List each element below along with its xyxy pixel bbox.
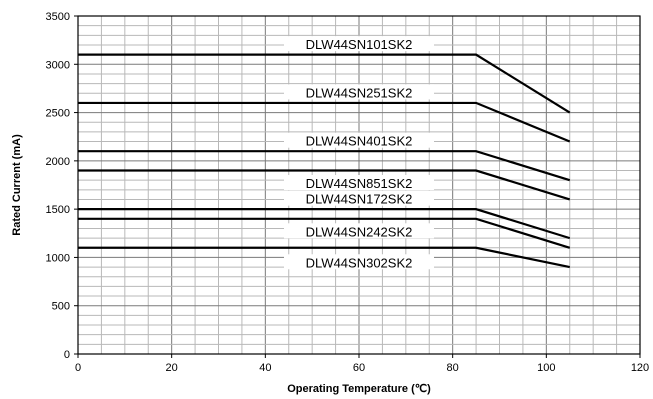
series-label-group: DLW44SN401SK2 xyxy=(284,132,434,149)
x-tick-label: 120 xyxy=(631,362,649,374)
y-tick-label: 2500 xyxy=(46,108,70,120)
series-label-group: DLW44SN851SK2 xyxy=(284,175,434,191)
x-tick-label: 0 xyxy=(75,362,81,374)
series-labels: DLW44SN101SK2 DLW44SN251SK2 DLW44SN401SK2 D… xyxy=(284,36,434,270)
x-tick-label: 60 xyxy=(353,362,365,374)
y-tick-label: 3500 xyxy=(46,11,70,23)
series-line xyxy=(78,101,571,143)
series-line xyxy=(78,169,571,201)
series-label-group: DLW44SN302SK2 xyxy=(284,254,434,270)
series-line xyxy=(78,150,571,182)
series-label: DLW44SN172SK2 xyxy=(306,192,413,207)
x-tick-label: 80 xyxy=(447,362,459,374)
series-label-background xyxy=(284,132,434,148)
x-tick-label: 40 xyxy=(259,362,271,374)
x-tick-label: 20 xyxy=(166,362,178,374)
series-line xyxy=(78,246,570,269)
y-axis-title: Rated Current (mA) xyxy=(11,134,23,236)
series-label-group: DLW44SN251SK2 xyxy=(284,84,434,100)
x-axis-title: Operating Temperature (℃) xyxy=(287,383,431,395)
series-label-group: DLW44SN101SK2 xyxy=(284,36,434,52)
y-tick-label: 2000 xyxy=(46,156,70,168)
series-label-background xyxy=(284,254,434,270)
x-axis-ticks: 0 20 40 60 80 100 120 xyxy=(75,354,649,374)
y-axis-ticks: 0 500 1000 1500 2000 2500 3000 3500 xyxy=(46,11,78,361)
series-lines xyxy=(78,53,571,269)
y-tick-label: 1500 xyxy=(46,204,70,216)
series-line xyxy=(78,208,571,240)
series-label-background xyxy=(284,190,434,206)
series-label-group: DLW44SN172SK2 xyxy=(284,190,434,207)
series-line xyxy=(78,53,571,114)
series-label-background xyxy=(284,36,434,52)
series-line xyxy=(78,217,571,249)
series-label: DLW44SN251SK2 xyxy=(306,85,413,100)
y-tick-label: 3000 xyxy=(46,59,70,71)
series-label: DLW44SN851SK2 xyxy=(306,176,413,191)
y-tick-label: 0 xyxy=(64,349,70,361)
series-label: DLW44SN302SK2 xyxy=(306,255,413,270)
series-label-background xyxy=(284,223,434,239)
series-label-background xyxy=(284,84,434,100)
y-tick-label: 500 xyxy=(52,301,70,313)
series-label: DLW44SN242SK2 xyxy=(306,224,413,239)
series-label: DLW44SN101SK2 xyxy=(306,37,413,52)
x-tick-label: 100 xyxy=(537,362,555,374)
y-tick-label: 1000 xyxy=(46,252,70,264)
series-label-group: DLW44SN242SK2 xyxy=(284,223,434,239)
series-label-background xyxy=(284,175,434,191)
series-label: DLW44SN401SK2 xyxy=(306,134,413,149)
